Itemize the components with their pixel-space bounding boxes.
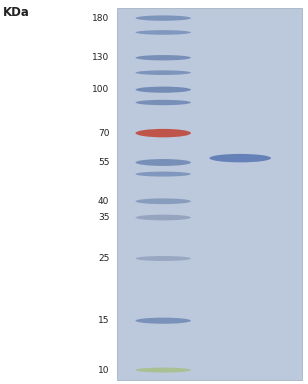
Text: 15: 15 [98, 316, 109, 325]
Text: 10: 10 [98, 366, 109, 374]
Text: KDa: KDa [3, 6, 30, 19]
Ellipse shape [136, 367, 191, 372]
Ellipse shape [209, 154, 271, 162]
Ellipse shape [136, 30, 191, 35]
Text: 35: 35 [98, 213, 109, 222]
Text: 40: 40 [98, 197, 109, 206]
Ellipse shape [136, 87, 191, 93]
Ellipse shape [136, 199, 191, 204]
Ellipse shape [136, 129, 191, 137]
Ellipse shape [136, 318, 191, 324]
Ellipse shape [136, 100, 191, 105]
Ellipse shape [136, 215, 191, 220]
Text: 70: 70 [98, 129, 109, 137]
Ellipse shape [136, 159, 191, 166]
Text: 25: 25 [98, 254, 109, 263]
Text: 180: 180 [92, 13, 109, 23]
Ellipse shape [136, 15, 191, 21]
Ellipse shape [136, 256, 191, 261]
Text: 100: 100 [92, 85, 109, 94]
Ellipse shape [136, 172, 191, 177]
Text: 55: 55 [98, 158, 109, 167]
FancyBboxPatch shape [117, 8, 302, 380]
Ellipse shape [136, 70, 191, 75]
Text: 130: 130 [92, 53, 109, 62]
Ellipse shape [136, 55, 191, 60]
